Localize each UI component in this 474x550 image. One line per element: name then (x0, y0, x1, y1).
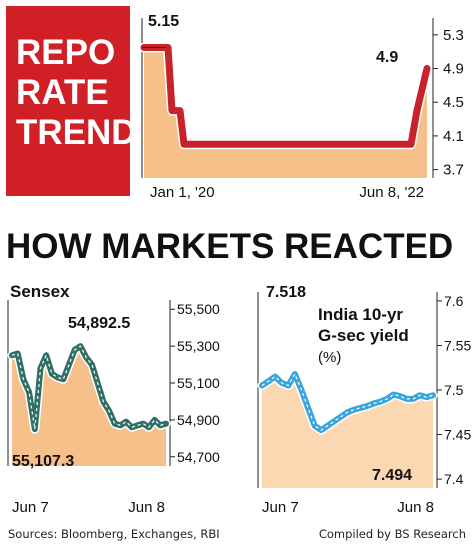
repo-ytick-label: 4.9 (443, 61, 464, 78)
repo-ytick-label: 4.5 (443, 94, 464, 111)
markets-title: HOW MARKETS REACTED (6, 227, 453, 266)
gsec-annotation-low: 7.494 (372, 467, 412, 484)
sensex-chart: 55,500 55,300 55,100 54,900 54,700 Jun 7 Jun … (7, 300, 220, 516)
gsec-ytick-label: 7.45 (444, 427, 471, 443)
sensex-xtick-label: Jun 7 (12, 499, 49, 516)
sensex-line-texture (11, 345, 167, 430)
repo-series-line (140, 44, 431, 148)
repo-title-box (6, 6, 130, 196)
gsec-ytick-label: 7.6 (444, 293, 464, 309)
repo-annotation-start: 5.15 (148, 13, 179, 30)
repo-annotation-end: 4.9 (376, 49, 398, 66)
gsec-ytick-label: 7.5 (444, 382, 464, 398)
repo-ytick-label: 5.3 (443, 27, 464, 44)
repo-xtick-label: Jan 1, '20 (150, 184, 215, 201)
gsec-title-unit: (%) (318, 349, 341, 366)
repo-chart: 5.3 4.9 4.5 4.1 3.7 Jan 1, '20 Jun 8, '22 5.1… (139, 13, 464, 201)
gsec-annotation-high: 7.518 (266, 284, 306, 301)
repo-ytick-label: 3.7 (443, 162, 464, 179)
sensex-ytick-label: 55,300 (177, 338, 220, 354)
footer-sources: Sources: Bloomberg, Exchanges, RBI (8, 527, 220, 541)
gsec-line-texture (261, 373, 434, 431)
footer-compiled: Compiled by BS Research (318, 527, 466, 541)
gsec-chart: 7.6 7.55 7.5 7.45 7.4 Jun 7 Jun 8 7.518 7.494 (257, 284, 471, 516)
repo-title-line-3: TREND (16, 113, 137, 152)
gsec-ytick-label: 7.4 (444, 471, 464, 487)
repo-xtick-label: Jun 8, '22 (359, 184, 424, 201)
sensex-annotation-high: 54,892.5 (68, 315, 130, 332)
repo-area-fill (144, 47, 427, 178)
sensex-ytick-label: 54,700 (177, 449, 220, 465)
sensex-ytick-label: 54,900 (177, 412, 220, 428)
repo-title-line-2: RATE (16, 73, 109, 112)
sensex-annotation-low: 55,107.3 (12, 453, 74, 470)
sensex-xtick-label: Jun 8 (128, 499, 165, 516)
repo-ytick-label: 4.1 (443, 128, 464, 145)
gsec-xtick-label: Jun 8 (397, 499, 434, 516)
sensex-ytick-label: 55,500 (177, 301, 220, 317)
sensex-title: Sensex (10, 282, 70, 301)
repo-title-line-1: REPO (16, 33, 115, 72)
gsec-xtick-label: Jun 7 (262, 499, 299, 516)
gsec-title-line-1: India 10-yr (318, 305, 403, 324)
sensex-ytick-label: 55,100 (177, 375, 220, 391)
gsec-ytick-label: 7.55 (444, 337, 471, 353)
gsec-title-line-2: G-sec yield (318, 326, 409, 345)
